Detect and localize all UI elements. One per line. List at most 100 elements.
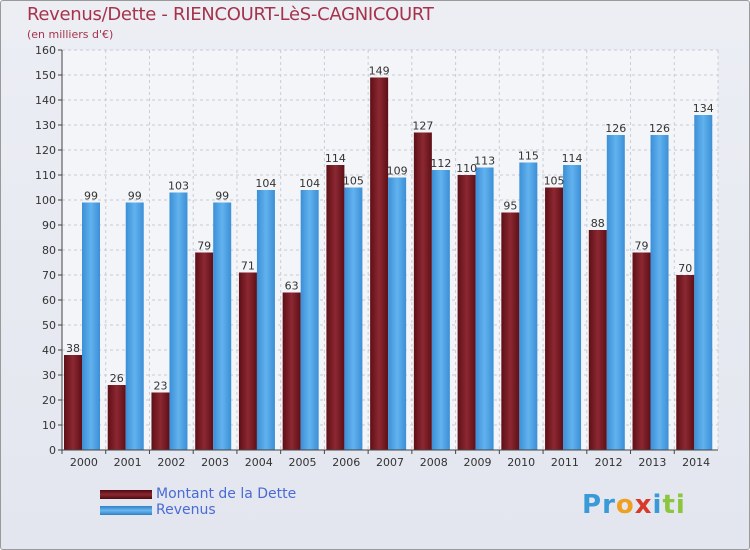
chart-title: Revenus/Dette - RIENCOURT-LèS-CAGNICOURT <box>27 4 434 25</box>
legend-item-revenus: Revenus <box>100 502 360 519</box>
chart-legend: Montant de la Dette Revenus <box>100 486 360 519</box>
bar-revenus <box>125 202 144 450</box>
legend-label-debt: Montant de la Dette <box>156 486 297 502</box>
logo-letter-4: x <box>634 490 653 520</box>
value-label-revenus: 112 <box>430 157 451 170</box>
x-tick-label: 2000 <box>70 456 98 469</box>
bar-revenus <box>650 135 669 450</box>
value-label-debt: 114 <box>325 152 346 165</box>
value-label-revenus: 99 <box>215 190 229 203</box>
bar-debt <box>326 165 345 450</box>
value-label-debt: 79 <box>635 240 649 253</box>
y-tick-label: 90 <box>42 219 56 232</box>
y-tick-label: 160 <box>35 44 56 57</box>
x-tick-label: 2009 <box>463 456 491 469</box>
logo-letter-6: t <box>662 490 676 520</box>
value-label-revenus: 113 <box>474 155 495 168</box>
x-tick-label: 2008 <box>420 456 448 469</box>
value-label-debt: 23 <box>153 380 167 393</box>
legend-item-debt: Montant de la Dette <box>100 486 360 503</box>
x-tick-label: 2014 <box>682 456 710 469</box>
bar-debt <box>195 252 214 450</box>
logo-letter-5: i <box>652 490 663 520</box>
value-label-debt: 70 <box>678 262 692 275</box>
y-tick-label: 70 <box>42 269 56 282</box>
x-tick-label: 2006 <box>332 456 360 469</box>
value-label-revenus: 134 <box>693 102 714 115</box>
bar-debt <box>370 77 389 450</box>
bar-debt <box>282 292 301 450</box>
value-label-debt: 63 <box>285 280 299 293</box>
x-tick-label: 2007 <box>376 456 404 469</box>
bar-debt <box>676 275 695 450</box>
bar-debt <box>107 385 126 450</box>
chart-subtitle: (en milliers d'€) <box>27 28 114 41</box>
bar-debt <box>501 212 520 450</box>
bar-debt <box>413 132 432 450</box>
value-label-debt: 127 <box>412 120 433 133</box>
x-tick-label: 2003 <box>201 456 229 469</box>
x-tick-label: 2001 <box>114 456 142 469</box>
bar-revenus <box>256 190 275 450</box>
value-label-debt: 149 <box>369 65 390 78</box>
y-tick-label: 120 <box>35 144 56 157</box>
x-tick-label: 2012 <box>595 456 623 469</box>
value-label-revenus: 99 <box>84 190 98 203</box>
logo-letter-2: r <box>602 490 616 520</box>
bar-revenus <box>300 190 319 450</box>
y-tick-label: 40 <box>42 344 56 357</box>
y-tick-label: 0 <box>49 444 56 457</box>
value-label-revenus: 99 <box>128 190 142 203</box>
bar-debt <box>457 175 476 450</box>
x-tick-label: 2002 <box>157 456 185 469</box>
bar-revenus <box>431 170 450 450</box>
value-label-revenus: 126 <box>649 122 670 135</box>
bar-debt <box>238 272 257 450</box>
value-label-debt: 38 <box>66 342 80 355</box>
value-label-debt: 88 <box>591 217 605 230</box>
value-label-debt: 71 <box>241 260 255 273</box>
value-label-revenus: 103 <box>168 180 189 193</box>
y-tick-label: 110 <box>35 169 56 182</box>
x-tick-label: 2004 <box>245 456 273 469</box>
logo-letter-1: P <box>582 490 603 520</box>
value-label-revenus: 109 <box>387 165 408 178</box>
bar-revenus <box>169 192 188 450</box>
bar-debt <box>151 392 170 450</box>
logo-letter-3: o <box>615 490 635 520</box>
value-label-revenus: 115 <box>518 150 539 163</box>
value-label-revenus: 104 <box>255 177 276 190</box>
legend-label-revenus: Revenus <box>156 502 216 518</box>
y-tick-label: 50 <box>42 319 56 332</box>
x-tick-label: 2011 <box>551 456 579 469</box>
value-label-debt: 95 <box>503 200 517 213</box>
value-label-debt: 26 <box>110 372 124 385</box>
bar-revenus <box>82 202 100 450</box>
y-tick-label: 10 <box>42 419 56 432</box>
value-label-revenus: 104 <box>299 177 320 190</box>
x-tick-label: 2013 <box>638 456 666 469</box>
legend-swatch-revenus <box>100 506 152 515</box>
bar-revenus <box>694 115 713 450</box>
legend-swatch-debt <box>100 490 152 499</box>
y-tick-label: 20 <box>42 394 56 407</box>
value-label-debt: 79 <box>197 240 211 253</box>
x-tick-label: 2005 <box>289 456 317 469</box>
y-tick-label: 150 <box>35 69 56 82</box>
bar-revenus <box>213 202 232 450</box>
x-tick-label: 2010 <box>507 456 535 469</box>
bar-revenus <box>606 135 625 450</box>
bar-revenus <box>388 177 407 450</box>
y-tick-label: 140 <box>35 94 56 107</box>
value-label-revenus: 105 <box>343 175 364 188</box>
value-label-revenus: 126 <box>605 122 626 135</box>
y-tick-label: 100 <box>35 194 56 207</box>
bar-revenus <box>519 162 538 450</box>
bar-revenus <box>475 167 494 450</box>
y-tick-label: 30 <box>42 369 56 382</box>
bar-revenus <box>344 187 363 450</box>
y-tick-label: 130 <box>35 119 56 132</box>
y-tick-label: 60 <box>42 294 56 307</box>
proxiti-logo: Proxiti <box>582 490 686 520</box>
